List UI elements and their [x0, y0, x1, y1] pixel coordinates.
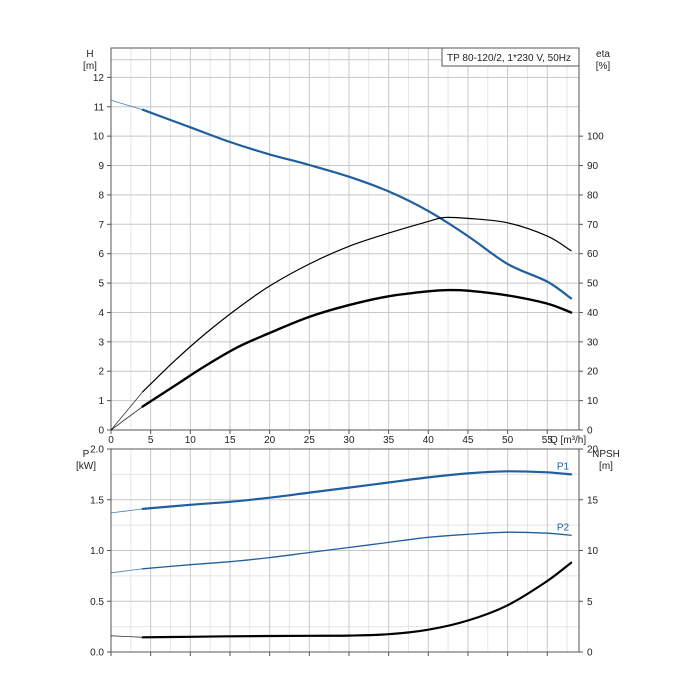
head-axis-unit: [m] [83, 61, 97, 72]
efficiency-tick-label: 40 [587, 308, 599, 319]
efficiency-tick-label: 10 [587, 396, 599, 407]
power-tick-label: 1.5 [90, 495, 104, 506]
npsh-tick-label: 5 [587, 597, 593, 608]
power-npsh-chart: P [kW] NPSH [m] 0.0 0.5 1.0 1.5 2.0 0 5 10 15 20… [76, 445, 620, 659]
head-tick-label: 12 [93, 73, 105, 84]
efficiency-tick-label: 100 [587, 132, 604, 143]
head-tick-label: 5 [98, 279, 104, 290]
legend-box: TP 80-120/2, 1*230 V, 50Hz [441, 47, 580, 67]
power-tick-label: 2.0 [90, 445, 104, 456]
flow-axis-ticks: 0 5 10 15 20 25 30 35 40 45 50 55 [108, 430, 553, 446]
p2-power-curve [142, 531, 572, 570]
power-tick-label: 0.5 [90, 597, 104, 608]
efficiency-curve [142, 216, 572, 393]
head-tick-label: 11 [94, 102, 105, 113]
efficiency-tick-label: 20 [587, 367, 599, 378]
head-tick-label: 2 [98, 367, 104, 378]
flow-tick-label: 20 [264, 435, 276, 446]
npsh-axis-label: NPSH [m] [592, 449, 620, 472]
head-tick-label: 4 [98, 308, 104, 319]
efficiency-tick-label: 0 [587, 426, 593, 437]
flow-tick-label: 25 [304, 435, 316, 446]
head-tick-label: 8 [98, 190, 104, 201]
head-tick-label: 7 [98, 220, 104, 231]
efficiency-curve-extrapolation [110, 391, 144, 431]
efficiency-axis-label: eta [%] [596, 49, 611, 72]
power-tick-label: 0.0 [90, 648, 104, 659]
flow-tick-label: 40 [423, 435, 435, 446]
p1-power-curve [141, 470, 573, 510]
p2-power-curve-extrapolation [110, 568, 143, 574]
head-tick-label: 9 [98, 161, 104, 172]
efficiency-tick-label: 90 [587, 161, 599, 172]
power-axis-title: P [83, 449, 90, 460]
npsh-tick-label: 0 [587, 648, 593, 659]
head-efficiency-chart: H [m] eta [%] TP 80-120/2, 1*230 V, 50Hz… [83, 47, 611, 446]
efficiency-axis-title: eta [596, 49, 610, 60]
power-npsh-curves: P1 P2 [110, 461, 573, 639]
power-axis-ticks: 0.0 0.5 1.0 1.5 2.0 [90, 445, 111, 659]
npsh-axis-ticks: 0 5 10 15 20 [579, 445, 599, 659]
npsh-tick-label: 10 [587, 546, 599, 557]
flow-tick-label: 5 [148, 435, 154, 446]
efficiency-tick-label: 30 [587, 337, 599, 348]
efficiency-tick-label: 60 [587, 249, 599, 260]
head-efficiency-curves [110, 99, 573, 431]
head-chart-frame [110, 47, 580, 431]
head-tick-label: 0 [98, 426, 104, 437]
flow-tick-label: 10 [185, 435, 197, 446]
flow-tick-label: 0 [108, 435, 114, 446]
head-axis-title: H [86, 49, 93, 60]
npsh-curve [141, 561, 573, 639]
legend-box-text: TP 80-120/2, 1*230 V, 50Hz [447, 53, 571, 64]
power-axis-label: P [kW] [76, 449, 96, 472]
npsh-axis-unit: [m] [599, 461, 613, 472]
head-axis-label: H [m] [83, 49, 97, 72]
npsh-tick-label: 20 [587, 445, 599, 456]
efficiency-tick-label: 70 [587, 220, 599, 231]
flow-tick-label: 35 [383, 435, 395, 446]
flow-tick-label: 45 [462, 435, 474, 446]
head-tick-label: 3 [98, 337, 104, 348]
head-efficiency-product-curve [141, 288, 573, 408]
npsh-axis-title: NPSH [592, 449, 620, 460]
efficiency-tick-label: 50 [587, 279, 599, 290]
efficiency-tick-label: 80 [587, 190, 599, 201]
power-tick-label: 1.0 [90, 546, 104, 557]
series-label-p2: P2 [557, 522, 570, 533]
power-axis-unit: [kW] [76, 461, 96, 472]
p1-power-curve-extrapolation [110, 508, 143, 514]
power-chart-grid [110, 448, 579, 656]
head-curve-extrapolation [110, 99, 143, 111]
head-chart-grid [111, 48, 579, 430]
flow-tick-label: 30 [343, 435, 355, 446]
series-label-p1: P1 [557, 461, 570, 472]
efficiency-axis-unit: [%] [596, 61, 611, 72]
head-tick-label: 1 [98, 396, 104, 407]
npsh-tick-label: 15 [587, 495, 599, 506]
legend-box-frame [441, 47, 580, 67]
head-efficiency-product-curve-extrapolation [110, 406, 143, 431]
flow-tick-label: 15 [224, 435, 236, 446]
flow-tick-label: 55 [542, 435, 554, 446]
npsh-curve-extrapolation [110, 635, 143, 638]
head-curve [141, 108, 573, 300]
flow-tick-label: 50 [502, 435, 514, 446]
efficiency-axis-ticks: 0 10 20 30 40 50 60 70 80 90 100 [579, 132, 604, 437]
head-tick-label: 10 [93, 132, 105, 143]
flow-axis-label: Q [m³/h] [550, 435, 586, 446]
head-tick-label: 6 [98, 249, 104, 260]
